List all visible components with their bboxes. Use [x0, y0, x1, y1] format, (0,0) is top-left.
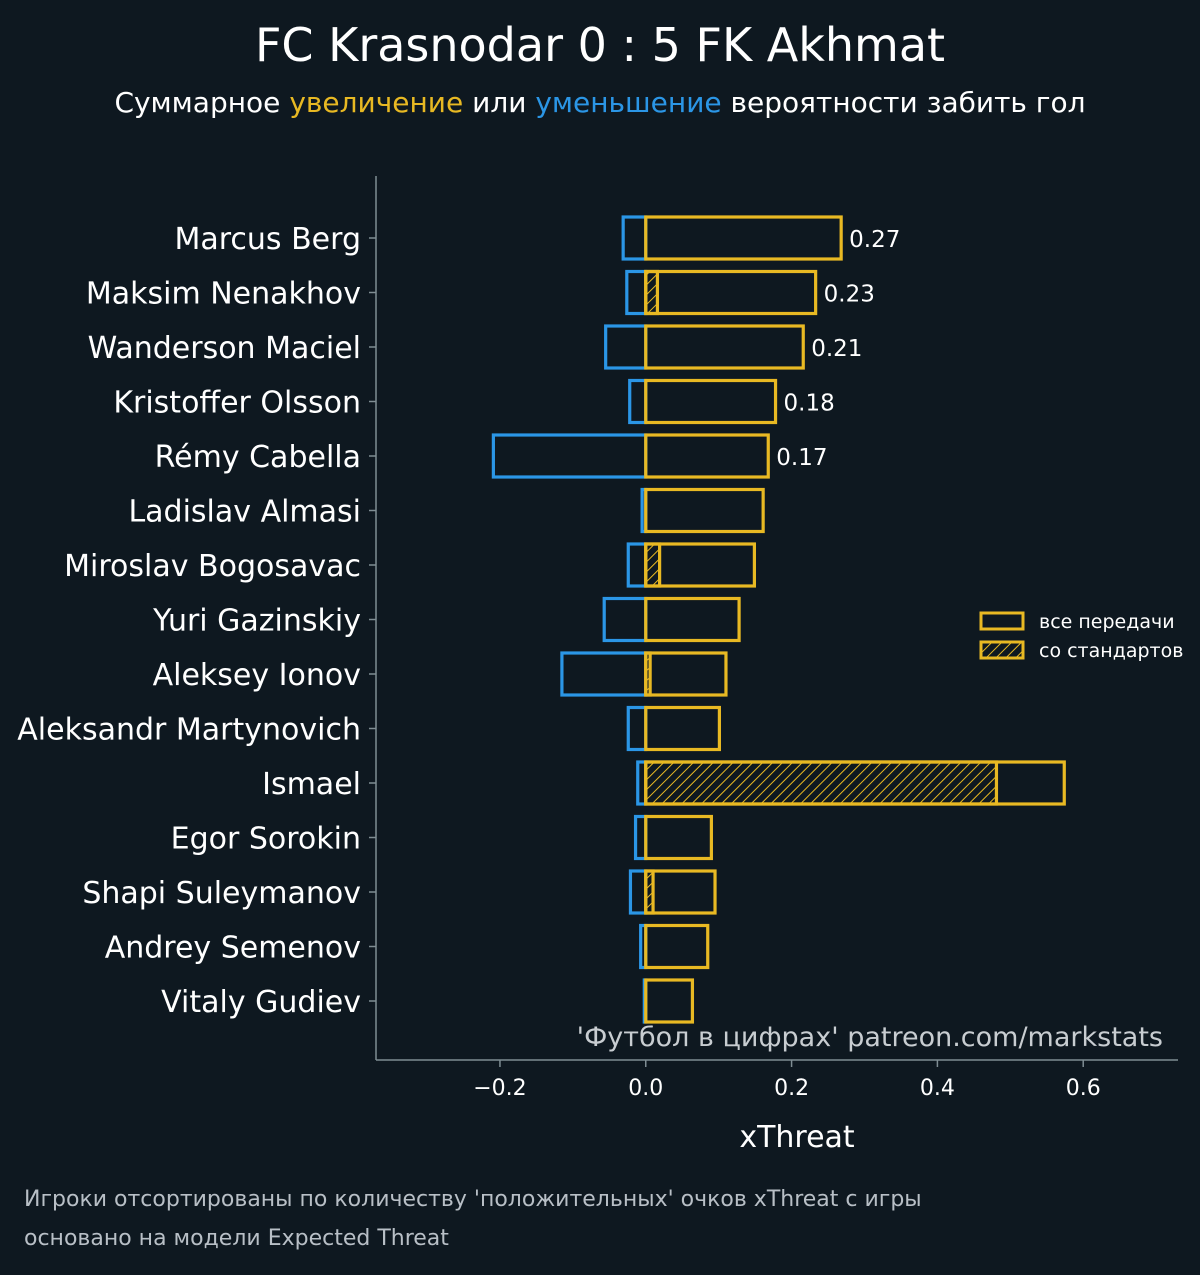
player-label: Shapi Suleymanov — [82, 876, 361, 911]
positive-bar — [644, 814, 713, 861]
positive-bar — [644, 869, 717, 915]
footnote-line-1: Игроки отсортированы по количеству 'поло… — [24, 1187, 922, 1212]
positive-bar — [644, 215, 843, 261]
x-tick-label: 0.2 — [774, 1076, 809, 1101]
set-piece-bar — [644, 542, 662, 588]
positive-bar — [644, 760, 1066, 806]
player-label: Wanderson Maciel — [88, 331, 361, 366]
negative-bar — [621, 215, 648, 261]
watermark: 'Футбол в цифрах' patreon.com/markstats — [577, 1022, 1163, 1053]
value-label: 0.27 — [849, 227, 900, 253]
negative-bar — [604, 324, 648, 370]
negative-bar — [626, 542, 648, 588]
subtitle-prefix: Суммарное — [114, 86, 281, 119]
chart-subtitle: Суммарное увеличение или уменьшение веро… — [0, 86, 1200, 119]
x-axis-label: xThreat — [739, 1120, 855, 1155]
player-label: Aleksey Ionov — [153, 658, 361, 693]
x-tick-label: 0.0 — [628, 1076, 663, 1101]
negative-bar — [628, 378, 648, 425]
negative-bar — [560, 651, 648, 697]
positive-bar — [644, 923, 710, 970]
positive-bar — [644, 651, 728, 697]
set-piece-bar — [644, 269, 660, 316]
player-label: Maksim Nenakhov — [86, 277, 361, 312]
player-label: Egor Sorokin — [171, 822, 361, 857]
x-tick-label: −0.2 — [473, 1076, 526, 1101]
positive-bar — [644, 487, 765, 534]
positive-bar — [644, 978, 695, 1024]
player-label: Rémy Cabella — [155, 440, 361, 475]
positive-bar — [644, 542, 756, 588]
player-label: Yuri Gazinskiy — [152, 604, 361, 639]
negative-bar — [625, 269, 648, 316]
value-label: 0.17 — [776, 445, 827, 471]
negative-bar — [626, 705, 648, 752]
subtitle-or: или — [472, 86, 527, 119]
player-label: Kristoffer Olsson — [113, 386, 361, 421]
positive-bar — [644, 705, 722, 752]
value-label: 0.21 — [811, 336, 862, 362]
chart-title: FC Krasnodar 0 : 5 FK Akhmat — [254, 18, 946, 72]
player-label: Ismael — [262, 767, 361, 802]
player-label: Marcus Berg — [174, 222, 361, 257]
subtitle-suffix: вероятности забить гол — [730, 86, 1086, 119]
legend-label: все передачи — [1039, 611, 1175, 633]
legend-swatch-outline — [979, 611, 1025, 631]
legend-swatch-hatched — [979, 640, 1025, 660]
set-piece-bar — [644, 760, 999, 806]
positive-bar — [644, 378, 778, 425]
negative-bar — [602, 596, 648, 643]
plot-area: −0.2 0.0 0.2 0.4 0.6 xThreat Marcus Berg 0.27 Ma… — [17, 176, 1183, 1155]
player-label: Miroslav Bogosavac — [64, 549, 361, 584]
negative-bar — [628, 869, 648, 915]
footnote-line-2: основано на модели Expected Threat — [24, 1226, 449, 1251]
subtitle-decrease: уменьшение — [535, 86, 722, 119]
x-tick-label: 0.4 — [920, 1076, 955, 1101]
subtitle-increase: увеличение — [289, 86, 464, 119]
positive-bar — [644, 433, 770, 479]
positive-bar — [644, 596, 741, 643]
player-label: Vitaly Gudiev — [161, 985, 361, 1020]
legend-label: со стандартов — [1039, 640, 1183, 662]
x-tick-label: 0.6 — [1066, 1076, 1101, 1101]
player-label: Aleksandr Martynovich — [17, 713, 361, 748]
negative-bar — [491, 433, 648, 479]
value-label: 0.23 — [824, 282, 875, 308]
positive-bar — [644, 324, 805, 370]
player-label: Ladislav Almasi — [128, 495, 361, 530]
value-label: 0.18 — [784, 391, 835, 417]
player-label: Andrey Semenov — [105, 931, 361, 966]
positive-bar — [644, 269, 818, 316]
